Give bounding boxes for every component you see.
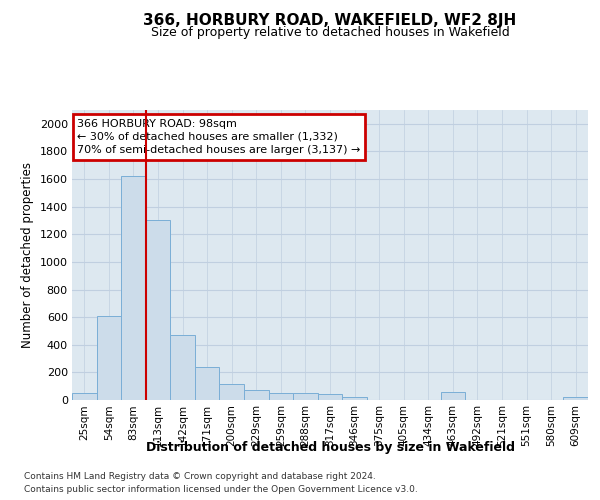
Bar bbox=[97, 316, 121, 400]
Text: Contains HM Land Registry data © Crown copyright and database right 2024.: Contains HM Land Registry data © Crown c… bbox=[24, 472, 376, 481]
Bar bbox=[244, 390, 269, 400]
Bar bbox=[440, 392, 465, 400]
Text: Distribution of detached houses by size in Wakefield: Distribution of detached houses by size … bbox=[146, 441, 515, 454]
Bar bbox=[195, 367, 220, 400]
Bar bbox=[146, 220, 170, 400]
Text: Size of property relative to detached houses in Wakefield: Size of property relative to detached ho… bbox=[151, 26, 509, 39]
Text: 366, HORBURY ROAD, WAKEFIELD, WF2 8JH: 366, HORBURY ROAD, WAKEFIELD, WF2 8JH bbox=[143, 12, 517, 28]
Bar bbox=[220, 384, 244, 400]
Bar bbox=[72, 393, 97, 400]
Bar bbox=[342, 397, 367, 400]
Bar bbox=[318, 394, 342, 400]
Bar bbox=[121, 176, 146, 400]
Text: 366 HORBURY ROAD: 98sqm
← 30% of detached houses are smaller (1,332)
70% of semi: 366 HORBURY ROAD: 98sqm ← 30% of detache… bbox=[77, 118, 361, 155]
Bar bbox=[170, 335, 195, 400]
Bar bbox=[293, 393, 318, 400]
Y-axis label: Number of detached properties: Number of detached properties bbox=[21, 162, 34, 348]
Bar bbox=[269, 393, 293, 400]
Bar bbox=[563, 397, 588, 400]
Text: Contains public sector information licensed under the Open Government Licence v3: Contains public sector information licen… bbox=[24, 485, 418, 494]
